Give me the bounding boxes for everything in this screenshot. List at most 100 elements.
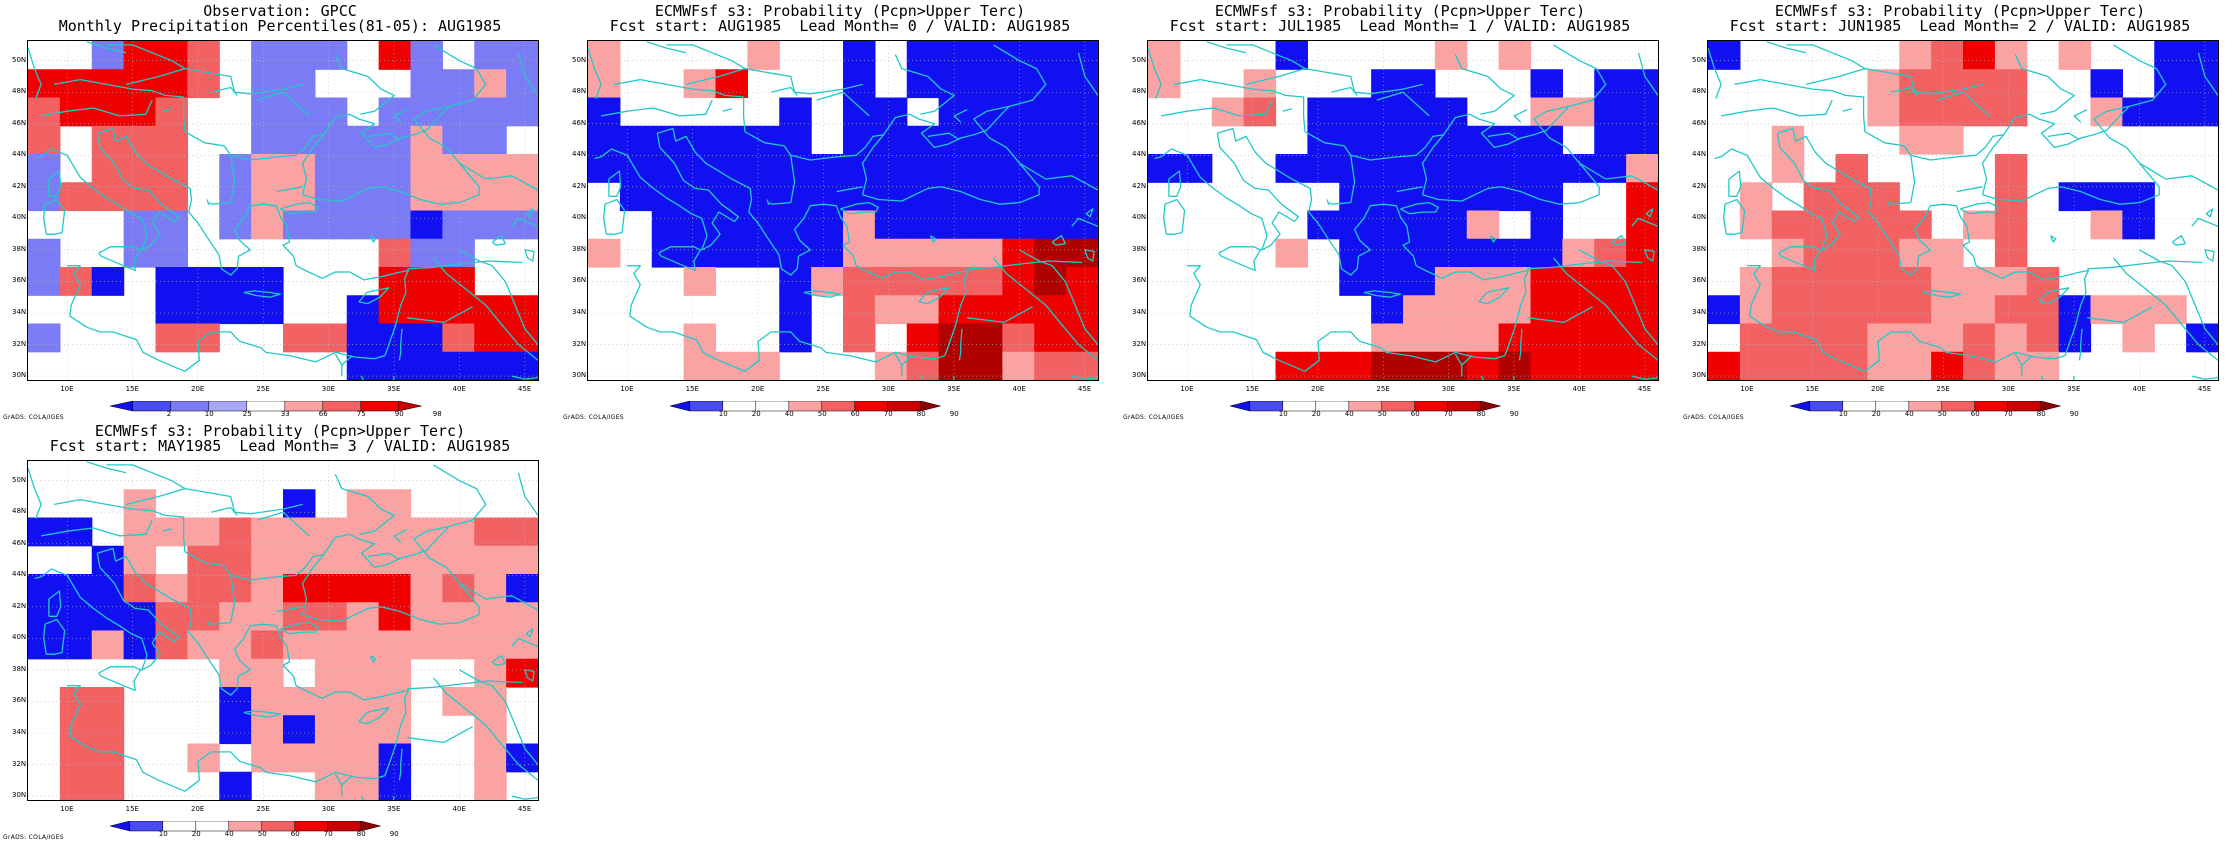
- map-area: [27, 40, 539, 381]
- grid-cell: [2058, 295, 2092, 325]
- grid-cell: [2186, 69, 2218, 99]
- grid-cell: [1403, 69, 1436, 99]
- colorbar-segment: [170, 400, 210, 412]
- latitude-label: 36N: [1132, 276, 1147, 285]
- grid-cell: [1931, 125, 1964, 155]
- grid-cell: [442, 545, 475, 575]
- grid-cell: [1403, 295, 1436, 325]
- coastline: [243, 710, 282, 718]
- coastline: [125, 67, 303, 95]
- grid-cell: [715, 238, 748, 268]
- latitude-label: 50N: [12, 475, 27, 484]
- coastline: [1330, 86, 1358, 96]
- grid-cell: [1626, 154, 1658, 183]
- grid-cell: [1994, 41, 2028, 70]
- grid-cell: [779, 97, 812, 127]
- coastline: [757, 203, 970, 356]
- coastline: [34, 553, 180, 671]
- coastline: [1071, 217, 1098, 227]
- grid-cell: [410, 630, 443, 660]
- latitude-label: 32N: [12, 339, 27, 348]
- coastline: [1631, 217, 1658, 227]
- grid-cell: [1594, 97, 1627, 127]
- grid-cell: [1739, 351, 1773, 380]
- longitude-label: 20E: [1311, 385, 1325, 393]
- grid-cell: [1803, 182, 1837, 212]
- coastline: [106, 44, 186, 70]
- grid-cell: [378, 602, 412, 632]
- coastline: [646, 41, 687, 54]
- coastline: [43, 198, 66, 235]
- grid-cell: [1371, 97, 1404, 127]
- grid-cell: [91, 69, 125, 99]
- coastline: [97, 127, 199, 224]
- grid-cell: [874, 295, 908, 325]
- grid-cell: [1498, 154, 1532, 183]
- longitude-label: 40E: [2132, 385, 2146, 393]
- latitude-label: 42N: [12, 181, 27, 190]
- grid-cell: [1899, 295, 1932, 325]
- grid-cell: [1339, 125, 1372, 155]
- grid-cell: [1994, 210, 2028, 240]
- latitude-label: 36N: [1692, 276, 1707, 285]
- coastline: [2021, 355, 2033, 366]
- colorbar-tick-label: 20: [1311, 410, 1321, 418]
- coastline: [40, 519, 153, 537]
- coastline: [1245, 67, 1423, 95]
- grid-cell: [283, 743, 316, 773]
- grid-cell: [2090, 210, 2123, 240]
- grid-cell: [91, 267, 125, 296]
- grid-cell: [1403, 267, 1436, 296]
- grid-cell: [1835, 210, 1868, 240]
- coastline: [1019, 249, 1098, 346]
- grid-cell: [1835, 238, 1868, 268]
- grid-cell: [843, 323, 876, 353]
- coastline: [67, 685, 386, 792]
- colorbar-tick-label: 80: [356, 830, 366, 838]
- coastline: [398, 328, 403, 361]
- grid-cell: [970, 323, 1003, 353]
- coastline: [491, 655, 506, 666]
- grid-cell: [1307, 154, 1340, 183]
- grid-cell: [1771, 210, 1805, 240]
- longitude-label: 15E: [1805, 385, 1819, 393]
- grid-cell: [747, 210, 780, 240]
- grid-cell: [1626, 69, 1658, 99]
- grid-cell: [874, 182, 908, 212]
- longitude-label: 10E: [1180, 385, 1194, 393]
- grid-cell: [1931, 238, 1964, 268]
- longitude-label: 10E: [60, 805, 74, 813]
- grid-cell: [91, 602, 125, 632]
- grid-cell: [506, 295, 538, 325]
- coastline: [1527, 260, 1643, 270]
- grid-cell: [1498, 182, 1532, 212]
- grid-cell: [219, 210, 252, 240]
- colorbar-tick-label: 20: [1871, 410, 1881, 418]
- coastline: [98, 666, 142, 692]
- grid-cell: [1275, 154, 1308, 183]
- colorbar-tick-label: 90: [1509, 410, 1519, 418]
- panel-subtitle: Fcst start: MAY1985 Lead Month= 3 / VALI…: [49, 437, 511, 455]
- grid-cell: [1994, 238, 2028, 268]
- coastline: [929, 235, 937, 243]
- coastline: [1019, 162, 1098, 191]
- grid-cell: [59, 715, 93, 745]
- grid-cell: [683, 154, 717, 183]
- coastline: [658, 246, 702, 272]
- grid-cell: [1931, 351, 1964, 380]
- grid-cell: [251, 715, 284, 745]
- grid-cell: [1994, 69, 2028, 99]
- grid-cell: [2154, 97, 2187, 127]
- grid-cell: [410, 210, 443, 240]
- colorbar-tick-label: 66: [318, 410, 328, 418]
- coastline: [685, 67, 863, 95]
- coastline: [301, 105, 480, 205]
- grid-cell: [442, 323, 475, 353]
- coastline: [836, 186, 863, 193]
- panel-title: ECMWFsf s3: Probability (Pcpn>Upper Terc…: [654, 2, 1026, 20]
- colorbar-tick-label: 70: [323, 830, 333, 838]
- longitude-label: 20E: [1871, 385, 1885, 393]
- grid-cell: [314, 602, 348, 632]
- coastline: [407, 306, 473, 324]
- grid-cell: [747, 41, 780, 70]
